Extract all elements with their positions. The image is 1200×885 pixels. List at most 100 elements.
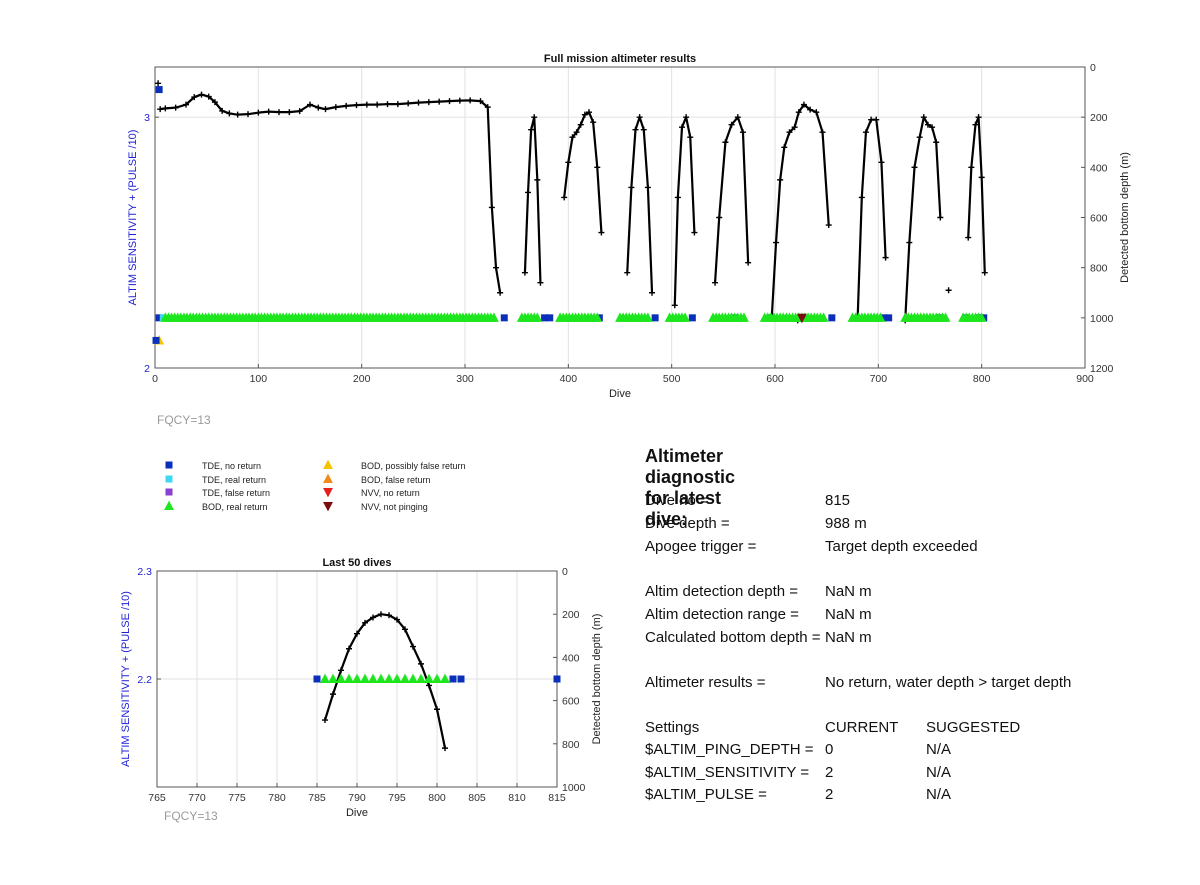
depth-point (363, 101, 370, 108)
legend-label: TDE, false return (202, 488, 270, 498)
depth-point (581, 111, 588, 118)
depth-point (525, 189, 532, 196)
setting-sensitivity-suggested: N/A (926, 764, 952, 781)
depth-point (636, 114, 643, 121)
depth-point (276, 109, 282, 116)
nvv-marker (796, 313, 807, 324)
depth-point (945, 287, 952, 294)
tde-marker (880, 314, 887, 322)
depth-line (523, 116, 542, 283)
x-tick-label: 800 (428, 792, 446, 804)
tde-marker (885, 314, 893, 322)
y-right-tick-label: 1000 (1090, 313, 1114, 325)
depth-point (528, 126, 535, 133)
depth-line (967, 116, 986, 273)
depth-point (162, 105, 169, 112)
depth-point (434, 706, 440, 713)
x-axis-label: Dive (609, 388, 631, 400)
depth-point (418, 660, 424, 667)
bod-marker (739, 312, 749, 322)
legend-marker (165, 475, 173, 483)
diag-label-detection-range: Altim detection range = (645, 606, 799, 623)
depth-point (394, 101, 401, 108)
depth-point (330, 691, 336, 698)
y-right-tick-label: 0 (1090, 62, 1096, 74)
depth-point (442, 745, 448, 752)
depth-point (911, 164, 918, 171)
depth-point (813, 109, 820, 116)
depth-point (155, 80, 162, 87)
legend-marker (323, 487, 333, 498)
bod-marker (680, 312, 691, 322)
depth-point (981, 269, 988, 276)
depth-point (795, 109, 802, 116)
depth-line (770, 103, 830, 316)
y-tick-label: 3 (144, 112, 150, 124)
depth-point (219, 107, 226, 114)
bod-marker (488, 312, 499, 322)
chart-title: Full mission altimeter results (544, 53, 696, 65)
depth-point (205, 93, 212, 100)
depth-point (965, 234, 972, 241)
x-tick-label: 100 (250, 373, 268, 385)
setting-sensitivity-current: 2 (825, 764, 834, 781)
depth-point (537, 279, 544, 286)
y-right-tick-label: 200 (562, 609, 580, 621)
bod-marker (360, 673, 370, 684)
depth-point (493, 264, 499, 271)
tde-marker (688, 314, 696, 322)
bod-marker (384, 673, 394, 684)
depth-point (234, 111, 241, 118)
depth-point (456, 97, 463, 104)
tde-marker (152, 336, 160, 344)
footnote-fqcy: FQCY=13 (157, 413, 211, 427)
depth-point (226, 110, 233, 117)
tde-marker (828, 314, 836, 322)
depth-point (565, 159, 572, 166)
depth-point (436, 98, 443, 105)
x-tick-label: 790 (348, 792, 366, 804)
legend-marker (323, 473, 333, 484)
legend-label: BOD, false return (361, 475, 431, 485)
diag-value-dive-depth: 988 m (825, 515, 867, 532)
depth-point (773, 239, 780, 246)
legend-marker (165, 488, 173, 496)
depth-point (924, 121, 931, 128)
bod-marker (416, 673, 426, 684)
legend-label: TDE, real return (202, 475, 266, 485)
depth-line (673, 116, 696, 306)
depth-point (338, 667, 344, 674)
depth-point (687, 134, 694, 141)
bod-marker (592, 312, 603, 322)
legend-label: BOD, real return (202, 502, 268, 512)
x-tick-label: 770 (188, 792, 206, 804)
depth-point (183, 101, 189, 108)
depth-point (862, 129, 869, 136)
bod-marker (940, 312, 951, 322)
bod-marker (818, 312, 829, 322)
depth-point (739, 129, 746, 136)
depth-point (586, 109, 592, 116)
depth-point (628, 184, 635, 191)
x-tick-label: 805 (468, 792, 486, 804)
depth-point (577, 121, 584, 128)
depth-point (978, 174, 985, 181)
settings-header-suggested: SUGGESTED (926, 719, 1021, 736)
y-right-tick-label: 1200 (1090, 363, 1114, 375)
depth-point (590, 119, 597, 126)
legend-label: BOD, possibly false return (361, 461, 466, 471)
y-tick-label: 2.2 (137, 674, 152, 686)
depth-point (573, 129, 580, 136)
depth-point (745, 259, 752, 266)
x-tick-label: 900 (1076, 373, 1094, 385)
legend-marker (323, 459, 333, 470)
depth-point (791, 124, 798, 131)
x-axis-label: Dive (346, 807, 368, 819)
depth-point (640, 126, 647, 133)
diag-label-altimeter-results: Altimeter results = (645, 674, 766, 691)
bod-marker (408, 673, 418, 684)
bod-marker (400, 673, 410, 684)
y-right-tick-label: 600 (562, 696, 580, 708)
depth-point (800, 101, 807, 108)
